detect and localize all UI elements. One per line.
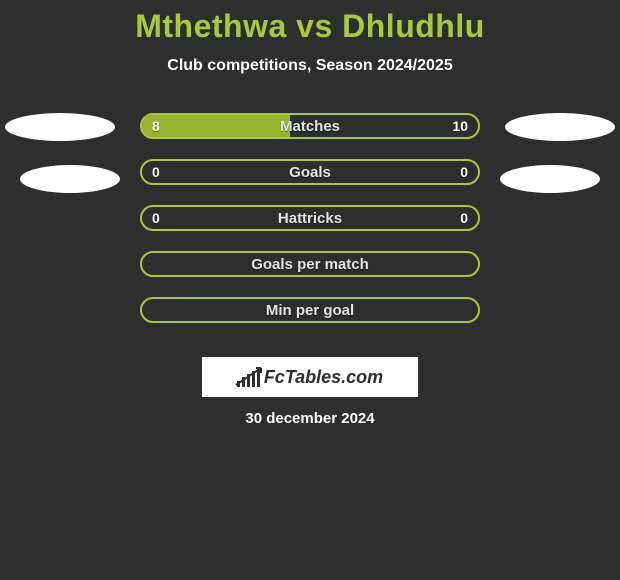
metric-label: Matches [142,115,478,137]
comparison-widget: Mthethwa vs Dhludhlu Club competitions, … [0,0,620,580]
page-title: Mthethwa vs Dhludhlu [0,0,620,45]
date-text: 30 december 2024 [0,410,620,427]
metric-bar: Goals per match [140,251,480,277]
player1-avatar-placeholder [5,113,115,141]
player2-team-placeholder [500,165,600,193]
player2-avatar-placeholder [505,113,615,141]
brand-logo-inner: FcTables.com [237,367,383,388]
metric-bar: 00Hattricks [140,205,480,231]
metric-label: Goals per match [142,253,478,275]
metric-bars: 810Matches 00Goals 00Hattricks Goals per ma… [140,113,480,343]
compare-area: 810Matches 00Goals 00Hattricks Goals per ma… [0,113,620,373]
metric-label: Min per goal [142,299,478,321]
metric-bar: 00Goals [140,159,480,185]
metric-bar: 810Matches [140,113,480,139]
player1-team-placeholder [20,165,120,193]
metric-label: Goals [142,161,478,183]
page-subtitle: Club competitions, Season 2024/2025 [0,57,620,75]
metric-bar: Min per goal [140,297,480,323]
brand-chart-icon [237,367,260,387]
brand-text: FcTables.com [264,367,383,388]
metric-label: Hattricks [142,207,478,229]
brand-logo: FcTables.com [202,357,418,397]
